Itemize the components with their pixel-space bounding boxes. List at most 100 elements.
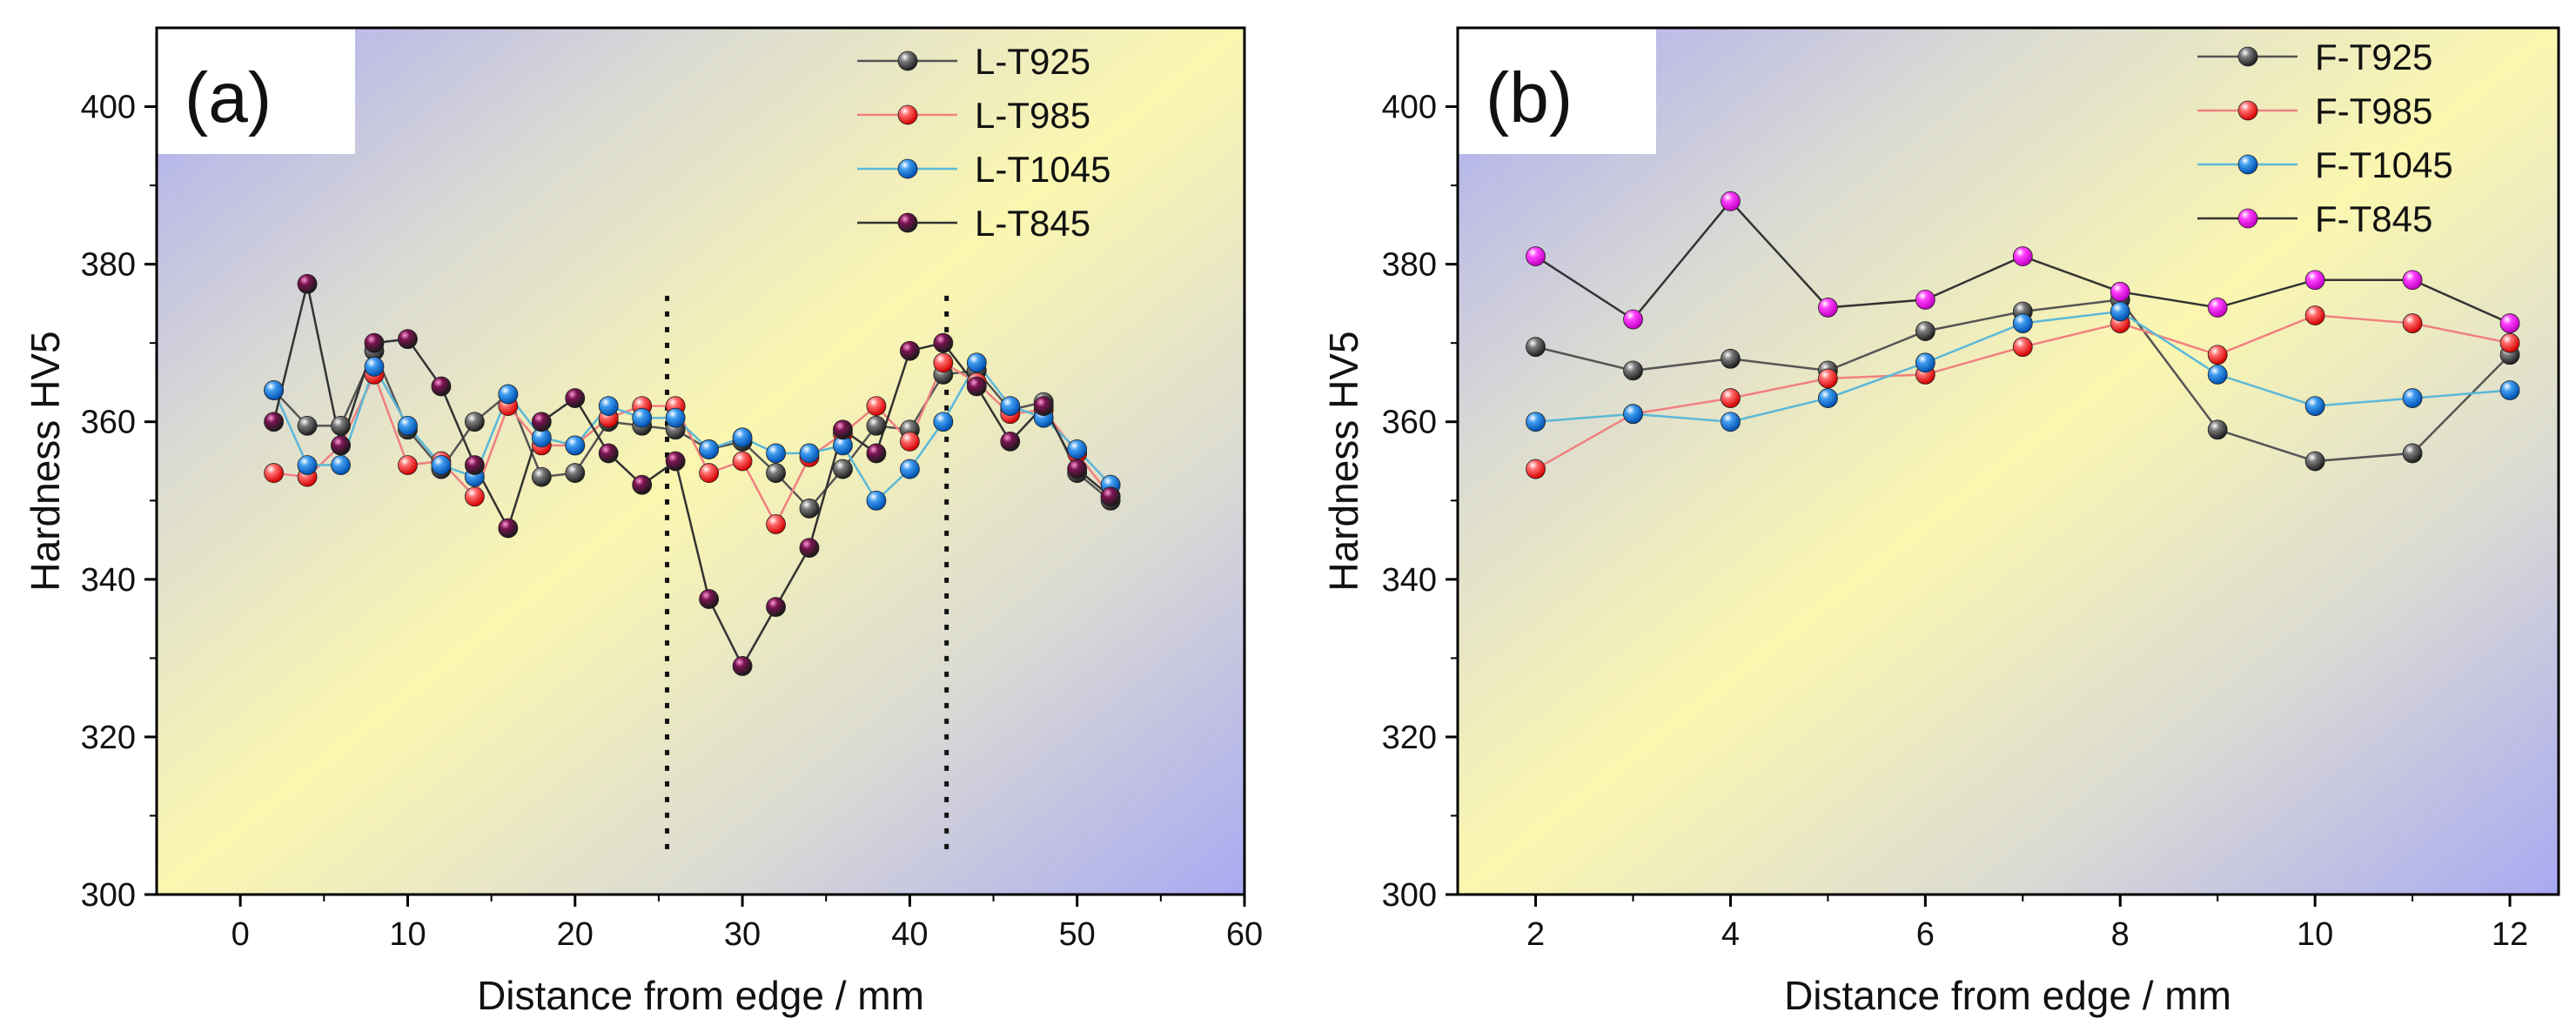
y-tick-label: 340 (81, 562, 136, 599)
legend-marker (897, 212, 918, 233)
data-point-L-T985 (866, 396, 887, 417)
y-tick-label: 300 (81, 877, 136, 914)
data-point-F-T925 (1526, 337, 1546, 358)
data-point-L-T1045 (632, 407, 653, 428)
data-point-L-T925 (799, 498, 820, 519)
data-point-F-T985 (2207, 345, 2228, 365)
x-tick-label: 60 (1226, 916, 1263, 953)
data-point-L-T925 (531, 466, 552, 487)
data-point-L-T845 (297, 273, 318, 294)
data-point-L-T1045 (364, 356, 385, 377)
data-point-L-T845 (331, 435, 351, 456)
data-point-L-T925 (331, 415, 351, 436)
data-point-L-T985 (899, 431, 920, 452)
data-point-F-T925 (1721, 348, 1741, 369)
data-point-L-T1045 (799, 443, 820, 464)
data-point-L-T1045 (431, 455, 452, 475)
data-point-L-T1045 (331, 455, 351, 475)
data-point-L-T845 (866, 443, 887, 464)
data-point-F-T985 (1526, 459, 1546, 479)
data-point-L-T845 (464, 455, 485, 475)
legend-label: F-T985 (2315, 90, 2432, 131)
data-point-L-T845 (498, 518, 519, 539)
x-tick-label: 0 (231, 916, 250, 953)
data-point-L-T985 (464, 486, 485, 507)
data-point-L-T985 (264, 463, 285, 483)
data-point-F-T845 (1526, 246, 1546, 266)
legend-marker (2237, 46, 2258, 67)
panel-label-b: (b) (1486, 58, 1573, 137)
data-point-L-T925 (766, 463, 786, 483)
data-point-L-T1045 (498, 384, 519, 405)
data-point-L-T845 (966, 376, 987, 397)
data-point-F-T1045 (1915, 352, 1935, 373)
data-point-F-T1045 (1817, 388, 1838, 408)
data-point-L-T985 (398, 455, 418, 475)
data-point-F-T1045 (2110, 301, 2130, 322)
legend-marker (2237, 154, 2258, 175)
y-tick-label: 320 (81, 720, 136, 756)
data-point-L-T845 (431, 376, 452, 397)
data-point-F-T845 (2402, 270, 2423, 291)
y-axis-label-a: Hardness HV5 (23, 331, 68, 591)
data-point-L-T845 (565, 388, 586, 408)
x-tick-label: 2 (1526, 916, 1545, 953)
data-point-L-T845 (1000, 431, 1021, 452)
legend-label: L-T925 (975, 41, 1090, 82)
data-point-L-T845 (1067, 459, 1088, 479)
data-point-L-T925 (866, 415, 887, 436)
y-tick-label: 360 (1382, 405, 1437, 441)
data-point-L-T845 (398, 329, 418, 350)
data-point-F-T1045 (2012, 313, 2033, 333)
x-tick-label: 50 (1059, 916, 1096, 953)
data-point-F-T1045 (2402, 388, 2423, 408)
x-tick-label: 10 (389, 916, 426, 953)
data-point-L-T845 (799, 538, 820, 558)
data-point-F-T985 (1817, 368, 1838, 389)
data-point-F-T1045 (1721, 412, 1741, 432)
x-tick-label: 6 (1916, 916, 1935, 953)
x-tick-label: 20 (557, 916, 594, 953)
legend-marker (897, 158, 918, 179)
data-point-L-T1045 (297, 455, 318, 475)
data-point-L-T1045 (732, 427, 753, 448)
data-point-L-T1045 (933, 412, 954, 432)
legend-label: L-T845 (975, 203, 1090, 244)
x-axis-label-b: Distance from edge / mm (1784, 973, 2231, 1018)
data-point-F-T1045 (1623, 404, 1643, 425)
data-point-L-T1045 (1000, 396, 1021, 417)
data-point-F-T1045 (2304, 396, 2325, 417)
data-point-F-T1045 (2499, 380, 2520, 400)
x-axis-label-a: Distance from edge / mm (477, 973, 924, 1018)
data-point-L-T1045 (264, 380, 285, 400)
y-tick-label: 320 (1382, 720, 1437, 756)
legend-marker (897, 104, 918, 125)
data-point-F-T985 (2402, 313, 2423, 333)
legend-marker (2237, 100, 2258, 121)
data-point-F-T925 (2207, 419, 2228, 440)
x-tick-label: 12 (2492, 916, 2528, 953)
data-point-L-T1045 (398, 415, 418, 436)
legend-label: L-T1045 (975, 149, 1110, 190)
y-tick-label: 380 (81, 247, 136, 284)
data-point-L-T1045 (699, 439, 720, 459)
legend-label: L-T985 (975, 95, 1090, 136)
data-point-F-T845 (1623, 309, 1643, 330)
data-point-L-T985 (766, 514, 786, 534)
y-axis-label-b: Hardness HV5 (1321, 331, 1366, 591)
data-point-F-T845 (2207, 298, 2228, 318)
legend-marker (2237, 208, 2258, 229)
data-point-L-T845 (833, 419, 853, 440)
data-point-F-T845 (2499, 313, 2520, 333)
legend-marker (897, 50, 918, 71)
data-point-L-T1045 (1067, 439, 1088, 459)
panel-b: 2 4 6 8 10 12 300 320 340 360 380 400 (b) Distance … (1321, 26, 2560, 1018)
data-point-L-T845 (364, 332, 385, 353)
data-point-L-T1045 (766, 443, 786, 464)
panel-a: 0 10 20 30 40 50 60 300 320 340 360 380 400 (a) Dist… (23, 26, 1263, 1018)
data-point-L-T1045 (966, 352, 987, 373)
data-point-F-T925 (1915, 321, 1935, 342)
data-point-F-T925 (1623, 360, 1643, 381)
data-point-L-T845 (264, 412, 285, 432)
legend-label: F-T1045 (2315, 144, 2453, 185)
